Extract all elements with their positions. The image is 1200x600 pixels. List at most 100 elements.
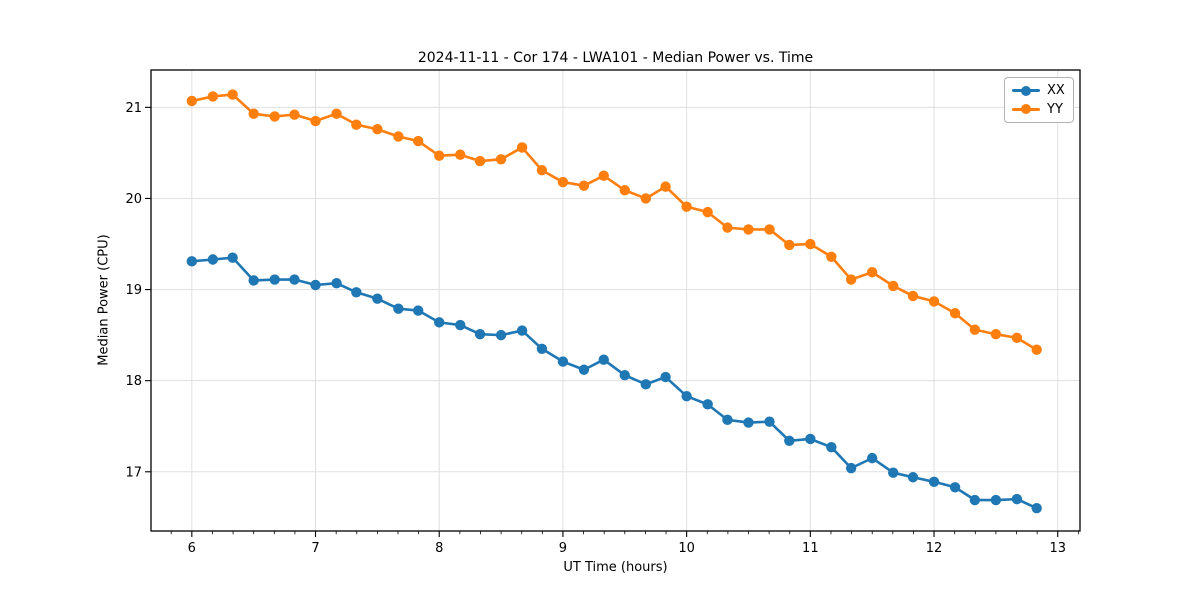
series-xx-point xyxy=(495,329,507,341)
series-xx-point xyxy=(598,354,609,365)
series-xx-point xyxy=(207,254,219,265)
series-yy-point xyxy=(248,108,259,119)
x-tick-label: 12 xyxy=(926,541,943,556)
series-yy-point xyxy=(516,142,528,153)
series-xx-point xyxy=(331,277,342,289)
series-xx-point xyxy=(743,417,754,428)
series-xx-point xyxy=(434,317,445,328)
series-xx-point xyxy=(372,293,383,304)
y-tick-label: 18 xyxy=(125,374,142,389)
series-yy-point xyxy=(207,91,219,102)
series-xx-point xyxy=(888,467,899,478)
series-xx-point xyxy=(681,390,692,402)
series-xx-point xyxy=(455,319,466,331)
series-xx-point xyxy=(557,356,569,367)
series-yy-point xyxy=(784,239,795,251)
axis-ticks xyxy=(145,106,1079,537)
series-yy-point xyxy=(227,89,238,100)
series-xx-point xyxy=(289,274,300,285)
series-xx-point xyxy=(269,274,280,285)
series-yy-point xyxy=(1011,332,1023,344)
series-yy-point xyxy=(310,115,321,127)
series-xx-point xyxy=(1031,503,1042,514)
x-tick-label: 11 xyxy=(802,541,819,556)
x-axis-label: UT Time (hours) xyxy=(563,560,668,575)
series-yy-point xyxy=(805,238,816,250)
y-axis-label: Median Power (CPU) xyxy=(96,234,112,366)
series-yy-line xyxy=(190,93,1039,351)
series-yy-point xyxy=(990,329,1002,340)
series-yy xyxy=(186,89,1042,355)
series-yy-point xyxy=(455,149,466,160)
series-yy-point xyxy=(598,170,609,181)
gridlines xyxy=(151,70,1080,531)
y-tick-label: 17 xyxy=(125,465,142,480)
series-xx-point xyxy=(474,329,486,340)
x-tick-label: 6 xyxy=(188,541,196,556)
series-yy-point xyxy=(557,176,569,188)
series-yy-point xyxy=(331,108,342,119)
series-xx-point xyxy=(310,279,321,291)
series-xx-point xyxy=(805,433,816,445)
series-yy-point xyxy=(269,111,280,122)
tick-labels: 6 7 8 9 10 11 12 13 17 18 19 20 21 xyxy=(125,101,1066,556)
series-yy-point xyxy=(578,180,590,191)
x-tick-label: 10 xyxy=(678,541,695,556)
series-xx-point xyxy=(227,252,238,263)
series-xx-point xyxy=(412,305,424,316)
series-xx-point xyxy=(949,482,961,493)
y-tick-label: 20 xyxy=(125,192,142,207)
series-xx-point xyxy=(866,452,878,464)
series-yy-point xyxy=(928,296,940,307)
series-yy-point xyxy=(619,185,630,196)
series-yy-point xyxy=(495,154,507,165)
x-tick-label: 7 xyxy=(311,541,319,556)
legend-swatch-yy xyxy=(1012,103,1040,115)
series-xx-point xyxy=(640,379,652,390)
series-yy-point xyxy=(764,224,775,235)
series-xx-point xyxy=(969,494,981,506)
series-xx-point xyxy=(845,462,857,474)
series-xx-point xyxy=(907,472,919,483)
series-yy-point xyxy=(474,155,486,167)
series-yy-point xyxy=(393,131,404,142)
legend-label-xx: XX xyxy=(1047,83,1065,99)
series-xx xyxy=(186,252,1042,514)
x-tick-label: 9 xyxy=(559,541,567,556)
series-xx-point xyxy=(516,325,528,336)
series-xx-point xyxy=(1011,493,1023,505)
series-yy-point xyxy=(351,119,362,130)
x-tick-label: 8 xyxy=(435,541,443,556)
series-yy-point xyxy=(640,193,652,204)
series-yy-point xyxy=(702,206,713,218)
series-xx-point xyxy=(764,416,775,427)
series-xx-point xyxy=(536,343,548,354)
series-yy-point xyxy=(434,150,445,161)
legend-marker-icon xyxy=(1021,85,1031,96)
series-yy-point xyxy=(888,280,899,292)
x-tick-label: 13 xyxy=(1049,541,1066,556)
series-yy-point xyxy=(186,95,198,107)
series-xx-point xyxy=(351,287,362,298)
series-xx-point xyxy=(248,275,259,286)
y-tick-label: 19 xyxy=(125,283,142,298)
series-xx-point xyxy=(826,441,837,453)
series-xx-point xyxy=(990,494,1002,506)
series-xx-point xyxy=(784,435,795,447)
series-yy-point xyxy=(722,222,733,233)
series-yy-point xyxy=(907,290,919,302)
legend-item-yy: YY xyxy=(1012,103,1066,116)
legend-swatch-xx xyxy=(1012,85,1040,97)
legend-label-yy: YY xyxy=(1047,101,1063,117)
series-yy-point xyxy=(743,224,754,235)
series-yy-point xyxy=(866,267,878,278)
series-xx-point xyxy=(660,371,671,383)
legend-marker-icon xyxy=(1021,104,1031,115)
series-xx-point xyxy=(619,370,630,381)
y-tick-label: 21 xyxy=(125,101,142,116)
series-xx-point xyxy=(186,256,198,267)
series-yy-point xyxy=(536,165,548,176)
series-yy-point xyxy=(969,324,981,335)
